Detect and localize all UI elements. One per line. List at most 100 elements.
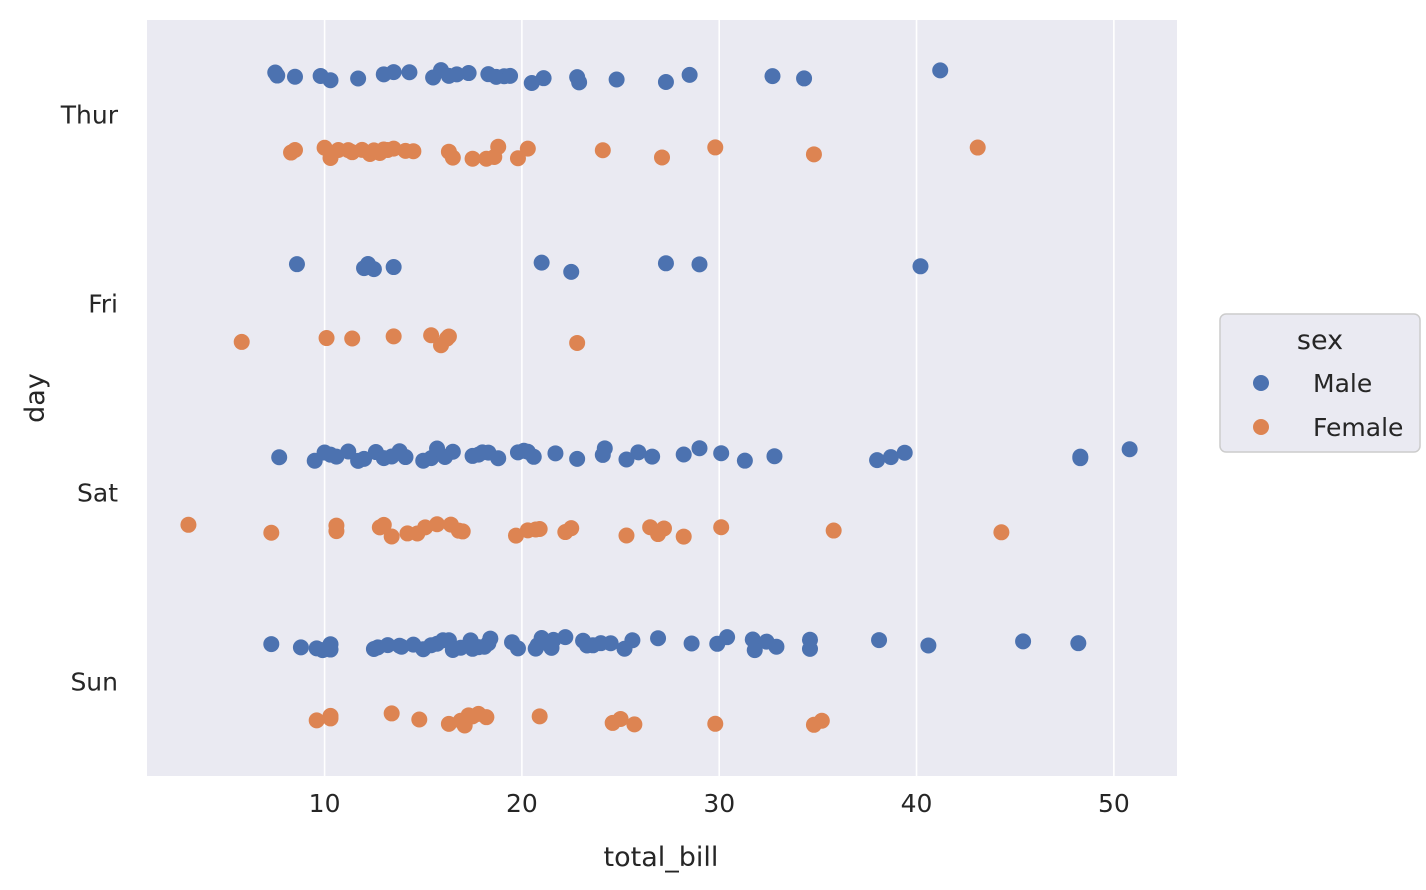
x-axis-title: total_bill (604, 842, 719, 873)
point-male (681, 66, 698, 83)
point-male (509, 640, 526, 657)
point-female (308, 712, 325, 729)
point-male (768, 638, 785, 655)
point-female (707, 139, 724, 156)
point-male (385, 259, 402, 276)
point-male (869, 452, 886, 469)
point-male (401, 64, 418, 81)
point-female (531, 520, 548, 537)
point-female (328, 523, 345, 540)
point-female (612, 710, 629, 727)
point-male (882, 449, 899, 466)
point-male (525, 448, 542, 465)
point-male (288, 256, 305, 273)
point-male (533, 630, 550, 647)
point-female (969, 139, 986, 156)
point-female (569, 334, 586, 351)
point-male (1072, 450, 1089, 467)
point-male (764, 68, 781, 85)
point-male (569, 450, 586, 467)
point-male (482, 630, 499, 647)
point-female (993, 524, 1010, 541)
point-male (596, 440, 613, 457)
point-male (535, 70, 552, 87)
point-male (932, 62, 949, 79)
point-male (292, 639, 309, 656)
data-points (180, 62, 1138, 734)
point-male (920, 637, 937, 654)
point-female (233, 333, 250, 350)
point-male (644, 448, 661, 465)
point-female (385, 140, 402, 157)
point-male (571, 74, 588, 91)
point-male (271, 449, 288, 466)
point-female (655, 520, 672, 537)
point-female (675, 528, 692, 545)
point-male (385, 64, 402, 81)
legend-items: Male Female (1253, 369, 1403, 442)
point-female (405, 143, 422, 160)
point-male (896, 444, 913, 461)
point-female (383, 705, 400, 722)
point-male (1070, 635, 1087, 652)
point-female (429, 516, 446, 533)
point-male (444, 443, 461, 460)
point-female (490, 138, 507, 155)
point-female (464, 150, 481, 167)
point-female (322, 710, 339, 727)
y-tick-label: Thur (60, 101, 119, 130)
point-male (796, 70, 813, 87)
point-male (269, 67, 286, 84)
point-male (657, 255, 674, 272)
point-male (490, 450, 507, 467)
point-female (563, 520, 580, 537)
point-male (393, 638, 410, 655)
point-male (356, 450, 373, 467)
point-female (180, 516, 197, 533)
point-female (344, 330, 361, 347)
point-male (657, 73, 674, 90)
point-male (286, 68, 303, 85)
point-male (608, 71, 625, 88)
point-male (602, 635, 619, 652)
point-male (675, 446, 692, 463)
point-male (502, 67, 519, 84)
x-tick-label: 30 (703, 789, 735, 818)
point-male (263, 636, 280, 653)
point-female (531, 708, 548, 725)
point-male (691, 440, 708, 457)
point-female (411, 711, 428, 728)
y-axis-title: day (20, 373, 51, 423)
point-male (736, 452, 753, 469)
legend-marker-male (1253, 375, 1269, 391)
point-male (397, 449, 414, 466)
point-female (654, 149, 670, 166)
legend-label-male: Male (1313, 369, 1372, 398)
legend-label-female: Female (1313, 413, 1403, 442)
legend-title: sex (1297, 325, 1343, 356)
point-male (379, 637, 396, 654)
x-tick-label: 50 (1098, 789, 1130, 818)
point-female (519, 140, 536, 157)
y-tick-labels: Thur Fri Sat Sun (60, 101, 119, 697)
point-female (318, 330, 335, 347)
point-male (746, 642, 763, 659)
x-tick-labels: 10 20 30 40 50 (309, 789, 1130, 818)
legend: sex Male Female (1219, 313, 1421, 453)
point-female (440, 328, 457, 345)
point-female (594, 142, 611, 159)
point-male (801, 640, 818, 657)
point-female (509, 150, 526, 167)
point-male (547, 445, 564, 462)
point-female (805, 146, 822, 163)
point-male (322, 72, 339, 89)
point-female (626, 716, 643, 733)
point-female (444, 149, 461, 166)
point-male (719, 629, 736, 646)
point-female (263, 524, 280, 541)
point-female (375, 516, 392, 533)
point-female (385, 328, 402, 345)
point-female (813, 712, 830, 729)
point-female (478, 709, 495, 726)
